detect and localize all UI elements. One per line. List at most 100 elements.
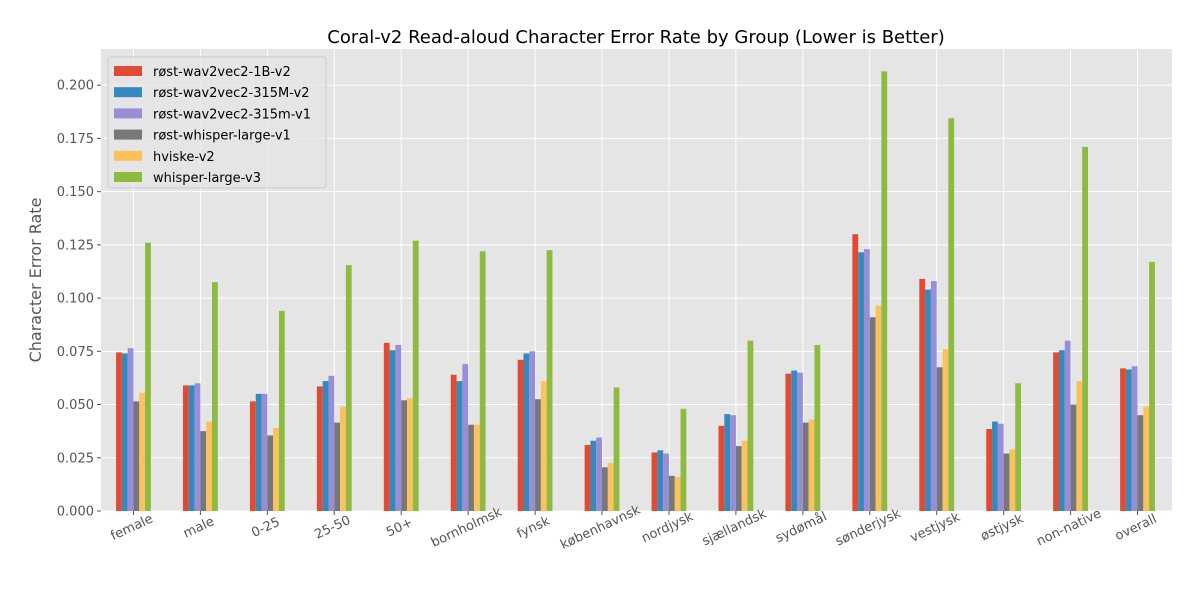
legend-box [107, 56, 327, 189]
bar [401, 400, 408, 511]
x-tick-label: sønderjysk [833, 506, 903, 549]
y-tick-label: 0.000 [57, 505, 94, 520]
x-tick-label: 25-50 [313, 513, 354, 543]
bar [1120, 368, 1126, 511]
bar [261, 393, 268, 511]
y-tick-label: 0.175 [57, 132, 94, 147]
bar [584, 445, 591, 511]
bar [127, 348, 134, 511]
bar [875, 305, 882, 511]
x-tick-label: non-native [1034, 506, 1104, 549]
x-tick-label: sydømål [773, 509, 829, 546]
bar [1131, 366, 1138, 511]
y-tick-label: 0.100 [57, 292, 94, 307]
bar [992, 421, 998, 511]
bar [596, 437, 603, 511]
bar [1064, 340, 1071, 511]
x-tick-label: male [181, 514, 217, 541]
bar [328, 375, 335, 511]
chart-title: Coral-v2 Read-aloud Character Error Rate… [327, 27, 944, 48]
bar [785, 373, 792, 511]
y-tick-label: 0.050 [57, 398, 94, 413]
bar [814, 344, 821, 511]
bar [724, 414, 731, 511]
y-tick-label: 0.075 [57, 345, 94, 360]
y-tick-label: 0.150 [57, 185, 94, 200]
bar [1053, 352, 1059, 511]
bar [456, 381, 463, 511]
bar [523, 353, 530, 511]
legend: røst-wav2vec2-1B-v2 røst-wav2vec2-315M-v2… [107, 56, 327, 189]
x-tick-label: nordjysk [639, 509, 696, 546]
bar [529, 351, 536, 511]
bar [881, 71, 888, 512]
bar [278, 310, 285, 511]
bar [1070, 404, 1077, 511]
bar [607, 463, 614, 511]
legend-swatch [114, 172, 142, 182]
bar [718, 425, 725, 511]
bar [651, 452, 658, 511]
bar [668, 475, 675, 511]
legend-label: whisper-large-v3 [153, 171, 261, 186]
bar [1076, 381, 1083, 511]
bar [407, 398, 413, 511]
legend-swatch [114, 87, 142, 98]
bar [121, 353, 128, 511]
bar [468, 424, 474, 511]
bar [183, 385, 189, 511]
legend-label: røst-wav2vec2-315m-v1 [153, 107, 311, 122]
bar [919, 278, 926, 511]
bar [194, 383, 201, 511]
legend-swatch [114, 129, 142, 140]
bar [546, 250, 553, 511]
x-tick-label: 0-25 [249, 515, 282, 541]
bar [735, 446, 742, 511]
bar [747, 340, 754, 511]
bar [613, 387, 620, 511]
legend-label: hviske-v2 [153, 150, 215, 165]
bar [925, 289, 931, 511]
bar [540, 381, 547, 511]
legend-label: røst-whisper-large-v1 [153, 129, 291, 144]
bar [462, 364, 469, 511]
bar [1058, 350, 1065, 511]
bar [791, 370, 798, 511]
legend-label: røst-wav2vec2-1B-v2 [153, 65, 291, 80]
bar [322, 381, 329, 511]
bar [1015, 383, 1022, 511]
x-tick-label: overall [1113, 512, 1159, 544]
bar [997, 423, 1004, 511]
x-tick-label: østjysk [978, 511, 1026, 544]
y-tick-label: 0.200 [57, 79, 94, 94]
x-tick-label: sjællandsk [700, 506, 769, 549]
bar [663, 453, 669, 511]
bar [139, 392, 146, 511]
bar [249, 401, 256, 511]
bar [797, 372, 803, 511]
bar [1143, 406, 1150, 511]
y-tick-label: 0.125 [57, 238, 94, 253]
bar [1149, 261, 1155, 511]
bar [267, 435, 274, 511]
bar [936, 367, 943, 511]
bar [395, 344, 402, 511]
bar [674, 476, 681, 511]
bar [133, 401, 140, 511]
bar [345, 265, 352, 511]
bar [412, 240, 419, 511]
bar [808, 419, 815, 511]
legend-swatch [114, 66, 142, 76]
bar [389, 350, 396, 511]
bar [930, 281, 937, 511]
bar [852, 234, 859, 511]
bar [730, 415, 736, 511]
y-tick-label: 0.025 [57, 451, 94, 466]
x-tick-label: fynsk [515, 514, 553, 542]
bar [316, 386, 323, 511]
bar [948, 118, 955, 512]
x-tick-label: vestjysk [908, 510, 963, 546]
bar [255, 393, 262, 511]
legend-label: røst-wav2vec2-315M-v2 [153, 86, 310, 101]
